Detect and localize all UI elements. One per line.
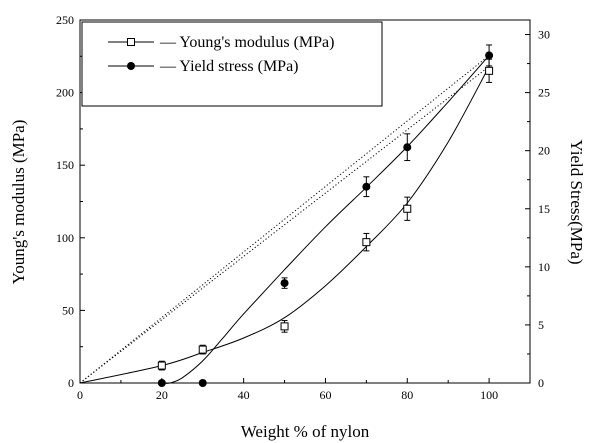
dotted-line	[79, 66, 490, 384]
circle-marker	[198, 379, 207, 387]
circle-marker	[280, 279, 289, 288]
left-axis-label: Young's modulus (MPa)	[9, 120, 28, 285]
fit-curve	[79, 66, 490, 384]
square-marker	[485, 66, 494, 75]
left-tick-label: 250	[56, 13, 74, 27]
circle-marker	[362, 182, 371, 191]
right-tick-label: 10	[538, 260, 550, 274]
square-marker	[127, 38, 135, 46]
square-marker	[403, 204, 412, 213]
x-tick-label: 0	[77, 388, 83, 402]
square-marker	[198, 345, 207, 354]
right-tick-label: 25	[538, 86, 550, 100]
fit-curves	[79, 55, 490, 384]
right-tick-label: 0	[538, 376, 544, 390]
right-tick-label: 20	[538, 144, 550, 158]
fit-curve	[161, 55, 490, 384]
square-marker	[280, 322, 289, 331]
square-marker	[157, 361, 166, 370]
x-tick-label: 40	[238, 388, 250, 402]
data-points	[157, 51, 494, 387]
legend: — Young's modulus (MPa) — Yield stress (M…	[81, 21, 383, 107]
legend-label: — Yield stress (MPa)	[159, 58, 299, 75]
left-tick-label: 50	[62, 303, 74, 317]
circle-marker	[127, 62, 135, 70]
left-tick-label: 100	[56, 231, 74, 245]
x-tick-label: 80	[401, 388, 413, 402]
left-tick-label: 0	[68, 376, 74, 390]
right-tick-label: 30	[538, 28, 550, 42]
right-tick-label: 15	[538, 202, 550, 216]
x-axis-ticks: 0 20 40 60 80 100	[77, 378, 498, 402]
circle-marker	[403, 143, 412, 152]
right-tick-label: 5	[538, 318, 544, 332]
x-axis-label: Weight % of nylon	[241, 422, 370, 441]
rule-of-mixtures-lines	[79, 55, 490, 384]
x-tick-label: 20	[156, 388, 168, 402]
left-axis-ticks: 0 50 100 150 200 250	[56, 13, 85, 390]
legend-label: — Young's modulus (MPa)	[159, 34, 334, 51]
left-tick-label: 200	[56, 86, 74, 100]
right-axis-ticks: 0 5 10 15 20 25 30	[525, 28, 550, 390]
right-axis-label: Yield Stress(MPa)	[567, 139, 586, 264]
square-marker	[362, 238, 371, 247]
left-tick-label: 150	[56, 158, 74, 172]
x-tick-label: 100	[480, 388, 498, 402]
circle-marker	[157, 379, 166, 387]
dotted-line	[79, 55, 490, 384]
x-tick-label: 60	[319, 388, 331, 402]
circle-marker	[485, 51, 494, 60]
